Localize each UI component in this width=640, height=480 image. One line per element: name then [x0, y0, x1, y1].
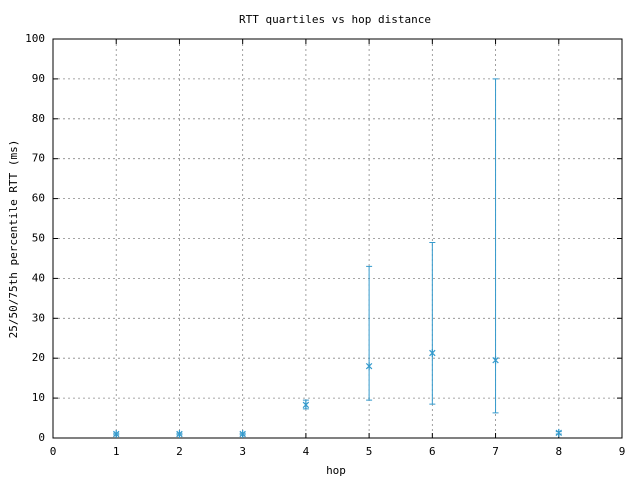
y-tick-label: 90: [32, 72, 45, 85]
x-tick-label: 9: [619, 445, 626, 458]
median-point: [492, 356, 499, 365]
y-tick-label: 0: [38, 431, 45, 444]
x-tick-label: 8: [555, 445, 562, 458]
y-tick-label: 30: [32, 311, 45, 324]
median-point: [365, 362, 373, 371]
error-bar: [429, 241, 436, 405]
x-tick-label: 2: [176, 445, 183, 458]
x-axis-label: hop: [326, 464, 346, 477]
median-point: [555, 428, 563, 437]
y-tick-label: 40: [32, 271, 45, 284]
y-axis-label: 25/50/75th percentile RTT (ms): [7, 140, 20, 339]
y-tick-label: 70: [32, 152, 45, 165]
plot-border: [52, 38, 623, 439]
x-tick-label: 4: [303, 445, 310, 458]
y-tick-label: 60: [32, 192, 45, 205]
median-point: [302, 400, 310, 409]
median-point: [112, 430, 120, 439]
x-tick-label: 7: [492, 445, 499, 458]
y-tick-label: 100: [25, 32, 45, 45]
x-tick-label: 0: [50, 445, 57, 458]
median-point: [429, 349, 436, 358]
error-bar: [366, 265, 373, 401]
median-point: [239, 430, 246, 439]
x-tick-label: 3: [239, 445, 246, 458]
x-tick-label: 6: [429, 445, 436, 458]
median-point: [176, 430, 183, 439]
x-tick-label: 5: [366, 445, 373, 458]
x-tick-label: 1: [113, 445, 120, 458]
y-tick-label: 50: [32, 232, 45, 245]
y-tick-label: 10: [32, 391, 45, 404]
y-tick-label: 80: [32, 112, 45, 125]
y-tick-label: 20: [32, 351, 45, 364]
chart-title: RTT quartiles vs hop distance: [239, 13, 431, 26]
